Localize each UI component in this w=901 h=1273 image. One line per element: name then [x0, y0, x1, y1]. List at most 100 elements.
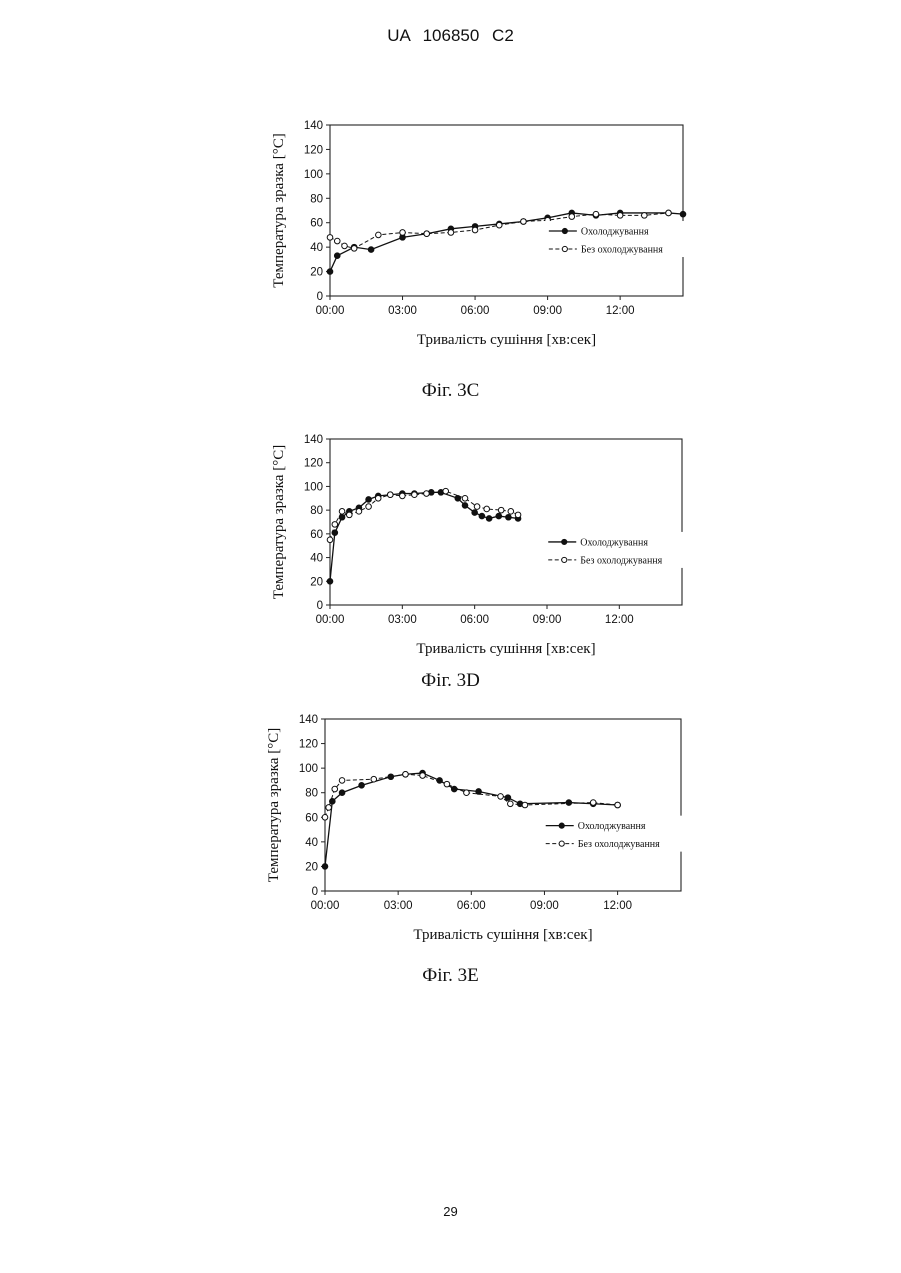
- y-tick-label: 40: [310, 553, 323, 565]
- data-point: [420, 773, 426, 779]
- chart-svg: 02040608010012014000:0003:0006:0009:0012…: [240, 708, 700, 943]
- x-tick-label: 12:00: [605, 614, 634, 626]
- legend-label: Охолоджування: [580, 537, 648, 548]
- data-point: [327, 269, 333, 275]
- data-point: [515, 512, 521, 518]
- y-tick-label: 20: [305, 861, 318, 873]
- y-tick-label: 0: [312, 886, 318, 898]
- data-point: [484, 506, 490, 512]
- x-tick-label: 03:00: [388, 614, 417, 626]
- data-point: [593, 211, 599, 217]
- legend-label: Без охолоджування: [578, 839, 660, 850]
- y-tick-label: 40: [310, 242, 323, 254]
- y-tick-label: 120: [304, 458, 323, 470]
- chart-svg: 02040608010012014000:0003:0006:0009:0012…: [240, 428, 700, 663]
- data-point: [424, 491, 430, 497]
- data-point: [615, 802, 621, 808]
- data-point: [342, 243, 348, 249]
- data-point: [498, 794, 504, 800]
- data-point: [400, 493, 406, 499]
- data-point: [322, 864, 328, 870]
- y-tick-label: 20: [310, 267, 323, 279]
- y-tick-label: 60: [310, 218, 323, 230]
- data-point: [351, 246, 357, 252]
- data-point: [443, 488, 449, 494]
- plot-frame: [330, 125, 683, 296]
- data-point: [522, 802, 528, 808]
- data-point: [451, 786, 457, 792]
- y-tick-label: 100: [304, 169, 323, 181]
- data-point: [680, 211, 686, 217]
- data-point: [339, 790, 345, 796]
- data-point: [339, 509, 345, 515]
- data-point: [479, 513, 485, 519]
- data-point: [376, 232, 382, 238]
- y-tick-label: 60: [310, 529, 323, 541]
- data-point: [496, 222, 502, 228]
- legend-label: Охолоджування: [578, 821, 646, 832]
- x-tick-label: 12:00: [606, 305, 635, 317]
- data-point: [506, 514, 512, 520]
- legend-marker: [562, 246, 567, 251]
- legend-label: Охолоджування: [581, 227, 649, 238]
- data-point: [356, 509, 362, 515]
- y-tick-label: 80: [305, 788, 318, 800]
- x-tick-label: 09:00: [533, 305, 562, 317]
- data-point: [462, 495, 468, 501]
- data-point: [476, 789, 482, 795]
- x-tick-label: 03:00: [388, 305, 417, 317]
- data-point: [642, 213, 648, 219]
- data-point: [496, 513, 502, 519]
- data-point: [617, 213, 623, 219]
- data-point: [366, 504, 372, 510]
- patent-header: UA 106850 C2: [0, 26, 901, 46]
- legend-label: Без охолоджування: [581, 245, 663, 256]
- legend-label: Без охолоджування: [580, 555, 662, 566]
- data-point: [412, 492, 418, 498]
- data-point: [375, 495, 381, 501]
- data-point: [569, 214, 575, 220]
- data-point: [508, 801, 514, 807]
- data-point: [366, 497, 372, 503]
- x-axis-label: Тривалість сушіння [хв:сек]: [413, 927, 592, 943]
- y-tick-label: 100: [304, 481, 323, 493]
- data-point: [472, 510, 478, 516]
- data-point: [400, 230, 406, 236]
- x-tick-label: 09:00: [533, 614, 562, 626]
- data-point: [359, 783, 365, 789]
- x-tick-label: 03:00: [384, 900, 413, 912]
- chart-svg: 02040608010012014000:0003:0006:0009:0012…: [240, 114, 700, 359]
- y-axis-label: Температура зразка [°C]: [266, 728, 282, 882]
- data-point: [590, 800, 596, 806]
- data-point: [486, 516, 492, 522]
- chart-fig-3e: 02040608010012014000:0003:0006:0009:0012…: [240, 708, 700, 943]
- data-point: [332, 786, 338, 792]
- plot-frame: [330, 439, 682, 605]
- y-tick-label: 80: [310, 505, 323, 517]
- plot-frame: [325, 719, 681, 891]
- y-axis-label: Температура зразка [°C]: [271, 133, 287, 287]
- data-point: [498, 507, 504, 513]
- data-point: [346, 512, 352, 518]
- data-point: [327, 578, 333, 584]
- caption-fig-3e: Фіг. 3Е: [0, 965, 901, 987]
- x-tick-label: 00:00: [316, 614, 345, 626]
- caption-fig-3d: Фіг. 3D: [0, 670, 901, 692]
- data-point: [474, 504, 480, 510]
- x-tick-label: 09:00: [530, 900, 559, 912]
- data-point: [327, 235, 333, 241]
- page-number: 29: [0, 1204, 901, 1219]
- data-point: [666, 210, 672, 216]
- data-point: [332, 522, 338, 528]
- data-point: [521, 219, 527, 225]
- y-axis-label: Температура зразка [°C]: [271, 445, 287, 599]
- x-tick-label: 00:00: [316, 305, 345, 317]
- x-axis-label: Тривалість сушіння [хв:сек]: [416, 641, 595, 657]
- legend-marker: [562, 539, 567, 544]
- y-tick-label: 120: [304, 144, 323, 156]
- data-point: [508, 509, 514, 515]
- data-point: [472, 227, 478, 233]
- x-tick-label: 06:00: [457, 900, 486, 912]
- y-tick-label: 140: [304, 120, 323, 132]
- data-point: [339, 778, 345, 784]
